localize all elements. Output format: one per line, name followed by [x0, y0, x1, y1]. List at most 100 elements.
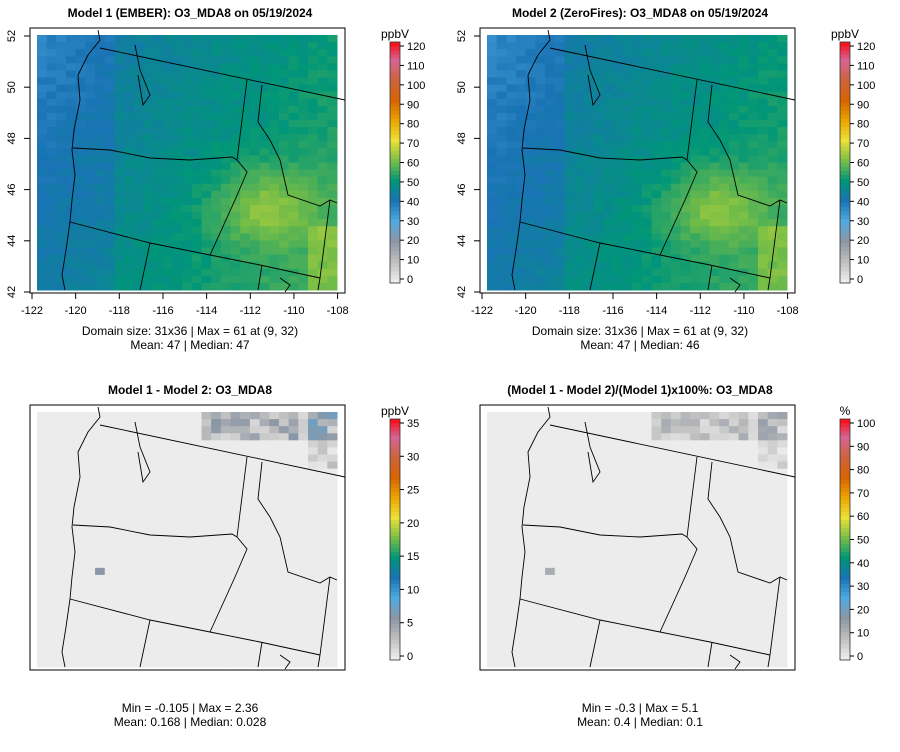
heatmap-cell — [748, 426, 759, 434]
heatmap-cell — [46, 148, 57, 156]
heatmap-cell — [201, 247, 212, 256]
heatmap-cell — [298, 532, 309, 540]
heatmap-cell — [172, 169, 183, 178]
heatmap-cell — [143, 546, 154, 555]
heatmap-cell — [738, 532, 749, 540]
heatmap-cell — [211, 141, 222, 149]
heatmap-cell — [85, 162, 96, 171]
heatmap-cell — [661, 617, 672, 625]
heatmap-cell — [66, 468, 77, 477]
colorbar-segment — [390, 46, 400, 51]
heatmap-cell — [661, 631, 672, 640]
heatmap-cell — [516, 190, 527, 199]
heatmap-cell — [632, 127, 643, 135]
heatmap-cell — [230, 475, 241, 484]
heatmap-cell — [211, 282, 222, 291]
heatmap-cell — [85, 148, 96, 156]
heatmap-cell — [211, 56, 222, 64]
heatmap-cell — [554, 638, 565, 647]
heatmap-cell — [496, 141, 507, 149]
heatmap-cell — [728, 574, 740, 583]
heatmap-cell — [632, 233, 643, 241]
heatmap-cell — [56, 560, 67, 569]
heatmap-cell — [153, 659, 164, 668]
heatmap-cell — [690, 518, 701, 526]
heatmap-cell — [545, 489, 556, 498]
heatmap-cell — [535, 205, 546, 213]
heatmap-cell — [748, 482, 759, 491]
heatmap-cell — [230, 440, 241, 448]
heatmap-cell — [506, 49, 517, 57]
heatmap-cell — [327, 433, 338, 441]
heatmap-cell — [191, 539, 203, 548]
heatmap-cell — [487, 631, 498, 640]
heatmap-cell — [66, 659, 77, 668]
heatmap-cell — [748, 631, 759, 640]
heatmap-cell — [317, 475, 328, 484]
heatmap-cell — [777, 518, 788, 526]
heatmap-cell — [133, 603, 144, 611]
heatmap-cell — [496, 652, 507, 661]
heatmap-cell — [220, 219, 232, 227]
heatmap-cell — [85, 617, 96, 625]
heatmap-cell — [535, 233, 546, 241]
heatmap-cell — [767, 84, 778, 93]
heatmap-cell — [269, 112, 280, 121]
heatmap-cell — [709, 56, 720, 64]
heatmap-cell — [651, 475, 662, 484]
heatmap-cell — [661, 141, 672, 149]
heatmap-cell — [670, 233, 682, 241]
colorbar-segment — [390, 266, 400, 272]
colorbar-segment — [840, 599, 850, 605]
heatmap-cell — [182, 504, 193, 512]
heatmap-cell — [690, 624, 701, 633]
heatmap-cell — [75, 35, 86, 43]
heatmap-cell — [670, 426, 682, 434]
heatmap-cell — [133, 475, 144, 484]
heatmap-cell — [661, 546, 672, 555]
heatmap-cell — [317, 49, 328, 57]
heatmap-cell — [46, 596, 57, 604]
map-border-line — [549, 47, 796, 101]
colorbar-tick-label: 50 — [857, 535, 869, 547]
heatmap-cell — [66, 560, 77, 569]
heatmap-cell — [574, 275, 585, 284]
heatmap-cell — [680, 560, 691, 569]
heatmap-cell — [317, 497, 328, 505]
heatmap-cell — [278, 77, 290, 86]
heatmap-cell — [37, 282, 48, 291]
heatmap-cell — [46, 624, 57, 633]
heatmap-cell — [593, 525, 604, 533]
heatmap-cell — [554, 141, 565, 149]
heatmap-cell — [748, 56, 759, 64]
heatmap-cell — [240, 560, 251, 569]
heatmap-cell — [37, 497, 48, 505]
heatmap-cell — [525, 553, 536, 562]
heatmap-cell — [757, 638, 769, 647]
heatmap-cell — [748, 226, 759, 234]
heatmap-cell — [516, 518, 527, 526]
heatmap-cell — [699, 98, 711, 107]
heatmap-cell — [593, 659, 604, 668]
heatmap-cell — [240, 412, 251, 420]
heatmap-cell — [622, 77, 633, 86]
heatmap-cell — [220, 205, 232, 213]
heatmap-cell — [728, 282, 740, 291]
heatmap-cell — [593, 610, 604, 618]
heatmap-cell — [269, 275, 280, 284]
heatmap-cell — [75, 511, 86, 519]
colorbar-tick-label: 120 — [857, 41, 875, 53]
heatmap-cell — [680, 63, 691, 71]
heatmap-cell — [680, 624, 691, 633]
heatmap-cell — [709, 631, 720, 640]
heatmap-cell — [259, 468, 270, 477]
heatmap-cell — [211, 482, 222, 491]
heatmap-cell — [317, 589, 328, 597]
heatmap-cell — [114, 582, 125, 590]
heatmap-cell — [690, 247, 701, 256]
heatmap-cell — [153, 233, 164, 241]
heatmap-cell — [612, 63, 623, 71]
heatmap-cell — [298, 610, 309, 618]
heatmap-cell — [622, 447, 633, 455]
heatmap-cell — [46, 589, 57, 597]
